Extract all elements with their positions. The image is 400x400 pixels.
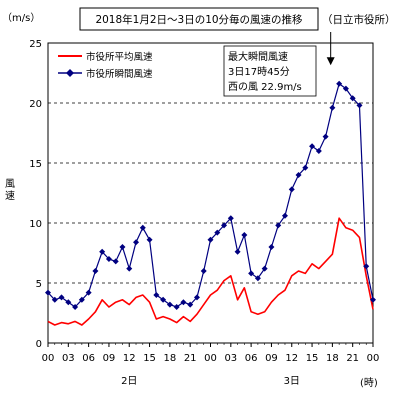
- gust-point: [92, 268, 99, 274]
- chart-title: 2018年1月2日～3日の10分毎の風速の推移: [95, 13, 303, 26]
- gust-point: [51, 296, 58, 303]
- gust-point: [187, 301, 194, 308]
- gust-point: [336, 80, 343, 87]
- gust-point: [309, 143, 316, 150]
- gust-point: [227, 215, 234, 222]
- gust-point: [166, 301, 173, 308]
- y-tick-label: 0: [36, 339, 42, 350]
- gust-point: [349, 95, 356, 102]
- y-tick-label: 15: [29, 159, 42, 170]
- annotation-line-3: 西の風 22.9m/s: [228, 81, 302, 93]
- x-tick-label: 21: [184, 353, 197, 364]
- gust-point: [99, 248, 106, 255]
- gust-point: [200, 268, 207, 274]
- gust-point: [322, 133, 329, 140]
- y-unit-label: （m/s）: [2, 12, 40, 24]
- gust-point: [180, 299, 187, 306]
- gust-point: [221, 222, 228, 229]
- gust-point: [295, 172, 302, 178]
- station-label: （日立市役所）: [322, 13, 396, 26]
- gust-point: [363, 263, 370, 270]
- grid-lines: [48, 102, 373, 284]
- gust-point: [126, 265, 133, 272]
- y-tick-label: 10: [29, 219, 42, 230]
- gust-point: [248, 270, 255, 277]
- series-layer: [45, 80, 376, 326]
- gust-point: [173, 304, 180, 310]
- axis-ticks: 0 5 10 15 20 25 00 03 06 09 12 15 18 21 00 03 06 09 12 15 18…: [29, 39, 379, 364]
- y-tick-label: 25: [29, 39, 42, 50]
- series-line-average: [47, 217, 374, 326]
- x-tick-label: 18: [164, 353, 177, 364]
- gust-point: [254, 275, 261, 282]
- y-axis-label: 風速: [3, 178, 15, 202]
- gust-point: [281, 212, 288, 219]
- gust-point: [146, 236, 153, 243]
- gust-point: [268, 244, 275, 250]
- x-tick-label: 03: [224, 353, 237, 364]
- legend-average-label: 市役所平均風速: [86, 51, 153, 63]
- legend-gust-marker: [66, 69, 74, 77]
- gust-point: [112, 258, 119, 265]
- gust-point: [105, 256, 112, 262]
- x-tick-label: 00: [42, 353, 55, 364]
- x-tick-label: 21: [346, 353, 359, 364]
- peak-annotation: 最大瞬間風速 3日17時45分 西の風 22.9m/s: [223, 32, 335, 97]
- gust-point: [78, 296, 85, 303]
- title-box: [79, 7, 319, 31]
- gust-point: [72, 304, 79, 310]
- legend-gust-label: 市役所瞬間風速: [86, 68, 153, 80]
- x-tick-label: 15: [143, 353, 156, 364]
- y-tick-label: 20: [29, 99, 42, 110]
- x-tick-label: 09: [103, 353, 116, 364]
- x-tick-label: 12: [123, 353, 136, 364]
- gust-point: [139, 224, 146, 231]
- gust-point: [275, 222, 282, 229]
- gust-point: [58, 294, 65, 301]
- gust-point: [329, 104, 336, 111]
- x-unit-label: (時): [360, 377, 378, 389]
- gust-point: [342, 85, 349, 92]
- day-label: 2日: [121, 376, 137, 387]
- plot-area: [47, 42, 374, 344]
- gust-point: [45, 289, 51, 296]
- gust-point: [261, 265, 268, 272]
- x-tick-label: 00: [204, 353, 217, 364]
- annotation-arrowhead: [326, 57, 335, 66]
- x-tick-label: 00: [367, 353, 380, 364]
- gust-point: [302, 164, 309, 171]
- gust-point: [356, 102, 363, 109]
- annotation-line-1: 最大瞬間風速: [228, 50, 288, 63]
- gust-point: [85, 289, 92, 296]
- gust-point: [214, 229, 221, 236]
- gust-point: [234, 248, 241, 255]
- gust-point: [207, 236, 214, 243]
- gust-point: [370, 296, 376, 303]
- gust-point: [65, 299, 72, 306]
- gust-point: [119, 244, 126, 250]
- x-tick-label: 06: [245, 353, 258, 364]
- legend: 市役所平均風速 市役所瞬間風速: [54, 47, 176, 83]
- x-tick-label: 03: [62, 353, 75, 364]
- gust-point: [288, 186, 295, 193]
- annotation-line-2: 3日17時45分: [228, 66, 290, 78]
- x-tick-label: 15: [306, 353, 319, 364]
- gust-point: [241, 232, 248, 238]
- gust-point: [193, 294, 200, 301]
- x-tick-label: 18: [326, 353, 339, 364]
- gust-point: [153, 292, 160, 298]
- day-labels: 2日 3日: [121, 376, 300, 387]
- y-tick-label: 5: [36, 279, 42, 290]
- gust-point: [133, 239, 140, 246]
- x-tick-label: 12: [285, 353, 298, 364]
- x-tick-label: 06: [82, 353, 95, 364]
- gust-point: [160, 296, 167, 303]
- day-label: 3日: [284, 376, 300, 387]
- x-tick-label: 09: [265, 353, 278, 364]
- series-line-gust: [47, 83, 374, 308]
- gust-point: [315, 148, 322, 154]
